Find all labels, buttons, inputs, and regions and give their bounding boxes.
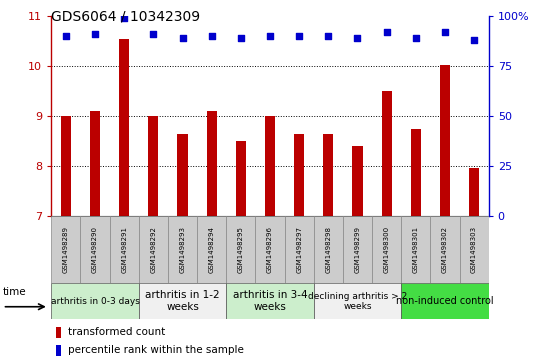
Text: arthritis in 1-2
weeks: arthritis in 1-2 weeks [145, 290, 220, 312]
Bar [56, 345, 61, 356]
Point [178, 36, 187, 41]
Bar [197, 216, 226, 283]
Point [382, 29, 391, 35]
Text: arthritis in 3-4
weeks: arthritis in 3-4 weeks [233, 290, 307, 312]
Text: percentile rank within the sample: percentile rank within the sample [68, 345, 244, 355]
Bar [343, 216, 372, 283]
Point [149, 32, 158, 37]
Text: GSM1498291: GSM1498291 [121, 226, 127, 273]
Point [91, 32, 99, 37]
Bar [226, 216, 255, 283]
Point [441, 29, 449, 35]
Bar [294, 134, 304, 216]
Text: GDS6064 / 10342309: GDS6064 / 10342309 [51, 9, 200, 23]
Bar [139, 216, 168, 283]
Point [411, 36, 420, 41]
Text: GSM1498303: GSM1498303 [471, 226, 477, 273]
Point [295, 33, 303, 39]
Bar [168, 216, 197, 283]
Bar [178, 134, 187, 216]
Point [266, 33, 274, 39]
Text: GSM1498290: GSM1498290 [92, 226, 98, 273]
Bar [469, 168, 479, 216]
Bar [372, 216, 401, 283]
Text: GSM1498302: GSM1498302 [442, 226, 448, 273]
Bar [226, 283, 314, 319]
Bar [401, 216, 430, 283]
Bar [255, 216, 285, 283]
Text: arthritis in 0-3 days: arthritis in 0-3 days [51, 297, 139, 306]
Bar [139, 283, 226, 319]
Text: GSM1498298: GSM1498298 [325, 226, 332, 273]
Bar [411, 129, 421, 216]
Bar [314, 216, 343, 283]
Bar [430, 216, 460, 283]
Point [62, 33, 70, 39]
Text: GSM1498297: GSM1498297 [296, 226, 302, 273]
Text: GSM1498295: GSM1498295 [238, 226, 244, 273]
Text: GSM1498294: GSM1498294 [208, 226, 215, 273]
Bar [148, 116, 158, 216]
Bar [236, 141, 246, 216]
Bar [440, 65, 450, 216]
Bar [90, 111, 100, 216]
Text: non-induced control: non-induced control [396, 296, 494, 306]
Text: GSM1498300: GSM1498300 [383, 226, 390, 273]
Point [353, 36, 362, 41]
Bar [265, 116, 275, 216]
Text: GSM1498299: GSM1498299 [354, 226, 361, 273]
Bar [61, 116, 71, 216]
Text: GSM1498301: GSM1498301 [413, 226, 419, 273]
Text: GSM1498296: GSM1498296 [267, 226, 273, 273]
Point [324, 33, 333, 39]
Text: GSM1498292: GSM1498292 [150, 226, 157, 273]
Bar [323, 134, 333, 216]
Bar [353, 146, 362, 216]
Point [237, 36, 245, 41]
Bar [119, 39, 129, 216]
Bar [110, 216, 139, 283]
Bar [51, 283, 139, 319]
Bar [460, 216, 489, 283]
Text: GSM1498289: GSM1498289 [63, 226, 69, 273]
Text: time: time [3, 287, 26, 297]
Bar [56, 327, 61, 338]
Bar [382, 91, 392, 216]
Bar [314, 283, 401, 319]
Bar [401, 283, 489, 319]
Point [120, 15, 129, 21]
Text: GSM1498293: GSM1498293 [179, 226, 186, 273]
Bar [80, 216, 110, 283]
Bar [207, 111, 217, 216]
Text: declining arthritis > 2
weeks: declining arthritis > 2 weeks [308, 291, 407, 311]
Point [470, 37, 478, 43]
Bar [285, 216, 314, 283]
Bar [51, 216, 80, 283]
Text: transformed count: transformed count [68, 327, 165, 337]
Point [207, 33, 216, 39]
